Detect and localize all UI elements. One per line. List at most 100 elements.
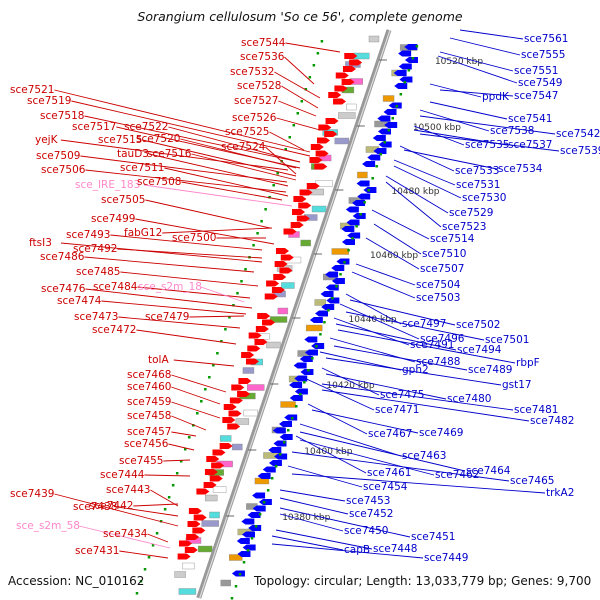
left-label-connector	[281, 85, 319, 109]
right-label-connector	[345, 311, 485, 341]
forward-gene-arrow	[275, 248, 289, 254]
reverse-gene-arrow	[399, 76, 413, 83]
left-label-connector	[164, 167, 289, 197]
right-gene-label: sce7561	[524, 33, 568, 45]
left-label-connector	[171, 415, 207, 431]
forward-gene-arrow	[257, 313, 271, 319]
right-gene-label: sce7448	[373, 543, 417, 555]
right-gene-label: sce7529	[449, 207, 493, 219]
feature-box	[212, 486, 227, 493]
right-label-connector	[355, 263, 416, 286]
right-gene-label: sce7503	[416, 292, 460, 304]
forward-gene-arrow	[238, 378, 252, 384]
left-label-connector	[84, 115, 301, 163]
tick-mark	[238, 573, 242, 576]
tick-mark	[335, 285, 338, 288]
forward-gene-arrow	[298, 202, 312, 209]
reverse-gene-arrow	[237, 551, 251, 557]
left-label-connector	[168, 443, 195, 451]
left-gene-label: sce7524	[221, 141, 266, 153]
reverse-gene-arrow	[346, 219, 360, 226]
reverse-gene-arrow	[268, 447, 282, 453]
left-label-connector	[171, 386, 221, 405]
right-gene-label: sce7537	[508, 139, 552, 151]
right-label-connector	[321, 383, 514, 411]
forward-gene-arrow	[186, 534, 200, 540]
tick-mark	[232, 304, 235, 307]
left-gene-label: sce7544	[241, 37, 286, 49]
right-gene-label: sce7454	[363, 481, 408, 493]
left-gene-label: tauD3	[117, 148, 149, 160]
left-gene-label: sce7460	[127, 381, 171, 393]
feature-box	[182, 562, 195, 570]
left-gene-label: sce7499	[91, 213, 135, 225]
feature-box	[277, 307, 289, 315]
reverse-gene-arrow	[331, 278, 345, 284]
left-gene-label: sce7486	[40, 251, 85, 263]
left-label-connector	[118, 316, 241, 329]
feature-box	[346, 103, 357, 111]
tick-mark	[387, 129, 391, 132]
right-gene-label: sce7510	[422, 248, 466, 260]
reverse-gene-arrow	[241, 531, 255, 538]
forward-gene-arrow	[248, 332, 262, 339]
tick-mark	[212, 364, 215, 367]
right-gene-label: sce7539	[560, 145, 600, 157]
forward-gene-arrow	[342, 66, 356, 72]
left-gene-label: yejK	[35, 134, 59, 146]
tick-mark	[299, 393, 302, 396]
tick-mark	[147, 556, 151, 559]
right-gene-label: sce7541	[508, 113, 552, 125]
tick-mark	[282, 441, 286, 444]
tick-mark	[367, 189, 370, 192]
left-label-connector	[117, 248, 263, 259]
scale-label: 10380 kbp	[282, 513, 330, 523]
left-gene-label: sce_s2m_58	[16, 520, 80, 532]
reverse-gene-arrow	[345, 206, 359, 213]
tick-mark	[266, 489, 270, 492]
tick-mark	[320, 40, 324, 43]
right-label-connector	[337, 329, 516, 364]
tick-mark	[296, 112, 300, 115]
reverse-gene-arrow	[252, 492, 266, 499]
feature-box	[334, 137, 350, 145]
reverse-gene-arrow	[272, 427, 286, 434]
feature-box	[229, 554, 243, 561]
tick-mark	[220, 340, 223, 343]
left-label-connector	[180, 138, 297, 169]
reverse-gene-arrow	[347, 232, 361, 239]
left-gene-label: sce7532	[230, 66, 274, 78]
left-label-connector	[168, 126, 301, 163]
left-label-connector	[171, 401, 221, 419]
right-label-connector	[351, 271, 416, 299]
forward-gene-arrow	[314, 163, 328, 170]
feature-box	[314, 299, 326, 306]
forward-gene-arrow	[279, 267, 293, 274]
feature-box	[300, 239, 311, 247]
tick-mark	[139, 580, 143, 583]
tick-mark	[383, 141, 386, 144]
tick-mark	[240, 280, 243, 283]
left-gene-label: sce7492	[73, 243, 117, 255]
scale-label: 10400 kbp	[304, 447, 352, 457]
tick-mark	[254, 525, 258, 528]
left-label-connector	[133, 503, 179, 507]
left-label-connector	[84, 256, 255, 273]
reverse-gene-arrow	[320, 291, 334, 297]
left-label-connector	[181, 181, 283, 201]
tick-mark	[278, 453, 282, 456]
reverse-gene-arrows	[231, 44, 418, 577]
right-label-connector	[279, 513, 344, 532]
scale-label: 10420 kbp	[326, 381, 374, 391]
left-label-connector	[274, 71, 321, 99]
left-label-connector	[285, 42, 341, 53]
forward-gene-arrow	[344, 53, 358, 59]
feature-box	[382, 95, 395, 102]
feature-box	[220, 579, 231, 587]
tick-mark	[355, 225, 358, 228]
forward-gene-arrow	[211, 462, 225, 469]
tick-mark	[415, 45, 419, 48]
left-label-connector	[117, 506, 179, 517]
tick-mark	[319, 333, 322, 336]
left-gene-label: sce7459	[127, 396, 171, 408]
